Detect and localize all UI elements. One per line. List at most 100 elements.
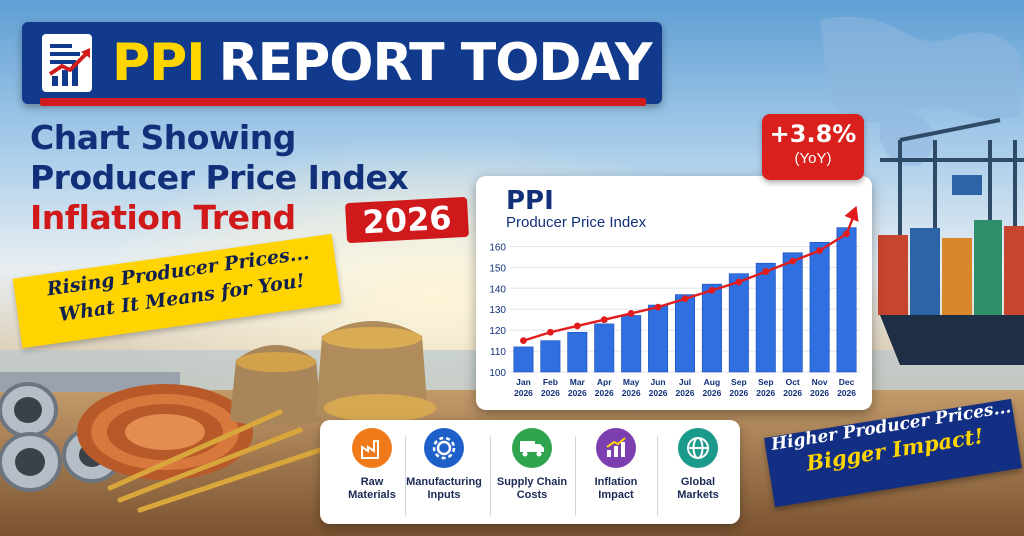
bar [728,273,749,373]
trend-point [573,322,581,330]
trend-point [520,337,527,345]
trend-point [762,268,770,275]
tile-label-2: Materials [348,489,396,501]
trend-arrowhead [844,205,859,222]
chart-subtitle: Producer Price Index [506,214,647,231]
title-banner [22,22,662,104]
x-tick-label-year: 2026 [810,388,829,398]
bar [594,323,615,373]
headline-line-2: Producer Price Index [30,158,409,197]
yoy-label: (YoY) [794,150,832,167]
bar [648,304,669,373]
tile-raw-materials: Raw Materials [330,428,414,502]
tile-label-1: Inflation [594,476,638,488]
headline-line-1: Chart Showing [30,118,296,157]
copper-coil [77,384,253,480]
x-tick-label-year: 2026 [568,388,587,398]
gear-icon [424,428,464,468]
tile-global-markets: Global Markets [656,428,740,502]
trend-arrow-shaft [845,213,856,235]
x-tick-label-month: Sep [758,377,774,387]
grain-sacks [230,321,436,427]
bar [809,241,830,373]
ppi-bar-chart: 100110120130140150160Jan2026Feb2026Mar20… [489,205,860,398]
tile-divider [575,436,576,516]
x-tick-label-month: Apr [597,377,612,387]
bar [755,262,776,373]
yoy-callout: +3.8% (YoY) [762,114,864,180]
x-tick-label-year: 2026 [756,388,775,398]
x-tick-label-month: Sep [731,377,747,387]
y-tick-label: 130 [489,305,506,316]
y-tick-label: 120 [489,326,506,337]
tile-label-1: Supply Chain [496,476,568,488]
trend-point [708,287,716,294]
factory-icon [352,428,392,468]
bar [675,294,695,373]
x-tick-label-month: Mar [570,377,586,387]
report-document-icon [42,34,92,92]
x-tick-label-year: 2026 [702,388,721,398]
tile-label-2: Impact [598,489,634,501]
y-tick-label: 150 [489,263,506,274]
x-tick-label-month: Dec [839,377,855,387]
x-tick-label-year: 2026 [595,388,614,398]
y-tick-label: 110 [490,347,506,358]
trend-point [681,295,689,303]
x-tick-label-year: 2026 [622,388,641,398]
trend-point [600,316,608,324]
trend-point [789,257,797,265]
x-tick-label-year: 2026 [541,388,560,398]
x-tick-label-month: Aug [704,377,721,387]
y-tick-label: 140 [489,284,506,295]
bar [540,340,561,373]
bar [567,331,588,373]
x-tick-label-year: 2026 [729,388,748,398]
trend-point [654,303,662,311]
tile-manufacturing-inputs: Manufacturing Inputs [402,428,486,502]
tile-divider [405,436,406,516]
bar [513,346,534,373]
x-tick-label-year: 2026 [783,388,802,398]
tile-inflation-impact: Inflation Impact [574,428,658,502]
tile-label-2: Costs [516,489,548,501]
x-tick-label-month: Jun [651,377,666,387]
tile-label-2: Inputs [427,489,461,501]
trend-point [546,328,554,336]
trend-point [735,278,743,286]
trend-chart-icon [596,428,636,468]
x-tick-label-year: 2026 [514,388,533,398]
headline-line-3: Inflation Trend [30,198,296,237]
title-banner-underline [40,98,646,106]
tile-label-2: Markets [677,489,719,501]
x-tick-label-month: Feb [543,377,558,387]
bar [782,252,803,373]
banner-title-rest: REPORT TODAY [218,33,653,93]
x-tick-label-month: May [623,377,640,387]
bar [701,283,722,373]
trend-point [816,247,824,255]
x-tick-label-year: 2026 [676,388,695,398]
tile-label-1: Raw [360,476,384,488]
banner-title-ppi: PPI [112,33,206,93]
trend-point [627,310,635,317]
x-tick-label-year: 2026 [649,388,668,398]
x-tick-label-month: Nov [812,377,828,387]
cargo-ship [880,315,1024,365]
y-tick-label: 100 [489,368,506,379]
x-tick-label-year: 2026 [837,388,856,398]
tile-label-1: Global [680,476,716,488]
x-tick-label-month: Jul [679,377,691,387]
tile-divider [657,436,658,516]
y-tick-label: 160 [489,242,506,253]
tile-supply-chain-costs: Supply Chain Costs [490,428,574,502]
tile-divider [490,436,491,516]
tile-label-1: Manufacturing [406,476,482,488]
bar [621,315,642,373]
wheat-stalks [107,409,323,513]
container-stacks [878,175,1024,315]
year-badge: 2026 [345,196,469,244]
yoy-value: +3.8% [769,120,857,148]
x-tick-label-month: Oct [786,377,800,387]
